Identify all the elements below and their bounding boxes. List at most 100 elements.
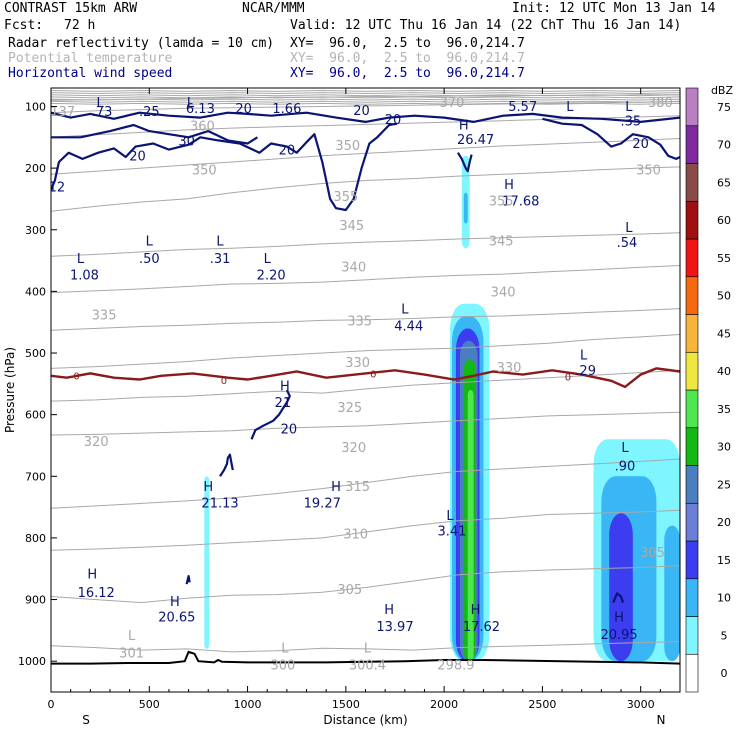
colorbar-level-label: 0 bbox=[721, 667, 728, 680]
colorbar-swatch bbox=[685, 578, 699, 617]
theta-label: 315 bbox=[345, 480, 370, 495]
theta-label: 350 bbox=[636, 164, 661, 179]
x-tick-label: 2000 bbox=[430, 698, 458, 711]
colorbar-level-label: 60 bbox=[717, 214, 731, 227]
wind-label: H bbox=[471, 603, 481, 618]
colorbar-swatch bbox=[685, 465, 699, 504]
wind-label: 17.62 bbox=[463, 620, 500, 635]
freezing-label: 0 bbox=[370, 370, 376, 381]
fcst-value: 72 h bbox=[64, 18, 96, 33]
x-tick-label: 0 bbox=[48, 698, 55, 711]
wind-label: 19.27 bbox=[304, 497, 341, 512]
valid-time: Valid: 12 UTC Thu 16 Jan 14 (22 ChT Thu … bbox=[290, 18, 682, 33]
wind-label: L bbox=[97, 96, 105, 111]
theta-contour-line bbox=[51, 96, 680, 99]
wind-label: .25 bbox=[139, 105, 160, 120]
freezing-level bbox=[51, 367, 680, 389]
field-3-xy: XY= 96.0, 2.5 to 96.0,214.7 bbox=[290, 66, 525, 81]
colorbar-swatch bbox=[685, 163, 699, 202]
colorbar-level-label: 70 bbox=[717, 139, 731, 152]
wind-label: 21 bbox=[275, 396, 292, 411]
wind-label: L bbox=[187, 96, 195, 111]
wind-label: L bbox=[401, 302, 409, 317]
wind-label: 20 bbox=[632, 137, 649, 152]
theta-contour-line bbox=[51, 101, 680, 114]
wind-label: H bbox=[87, 567, 97, 582]
y-tick-label: 300 bbox=[25, 224, 46, 237]
theta-label: 340 bbox=[491, 286, 516, 301]
wind-label: 5.57 bbox=[508, 100, 537, 115]
wind-label: 20 bbox=[235, 102, 252, 117]
theta-contour-line bbox=[51, 411, 680, 436]
theta-label: 330 bbox=[345, 356, 370, 371]
org-name: NCAR/MMM bbox=[242, 1, 305, 16]
y-tick-label: 500 bbox=[25, 347, 46, 360]
field-1-name: Radar reflectivity (lamda = 10 cm) bbox=[8, 36, 275, 51]
theta-contour-line bbox=[51, 166, 680, 212]
theta-contour-line bbox=[51, 565, 680, 604]
colorbar-swatch bbox=[685, 389, 699, 429]
wind-label: L bbox=[625, 221, 633, 236]
theta-contour-line bbox=[51, 100, 680, 103]
x-tick-label: 2500 bbox=[528, 698, 556, 711]
theta-contour-line bbox=[51, 265, 680, 294]
wind-label: H bbox=[384, 603, 394, 618]
colorbar-level-label: 55 bbox=[717, 252, 731, 265]
field-3-name: Horizontal wind speed bbox=[8, 66, 173, 81]
wind-label: L bbox=[216, 235, 224, 250]
wind-label: H bbox=[280, 379, 290, 394]
x-tick-label: 500 bbox=[139, 698, 160, 711]
wind-label: 20 bbox=[129, 150, 146, 165]
theta-label: 355 bbox=[489, 195, 514, 210]
wind-label: .35 bbox=[621, 114, 642, 129]
colorbar-swatch bbox=[685, 314, 699, 353]
colorbar-swatch bbox=[685, 351, 699, 391]
wind-label: 16.12 bbox=[78, 586, 115, 601]
theta-label: 301 bbox=[119, 646, 144, 661]
wind-contours bbox=[51, 111, 680, 604]
theta-label: 355 bbox=[333, 190, 358, 205]
theta-label: 345 bbox=[489, 235, 514, 250]
wind-label: H bbox=[459, 119, 469, 134]
colorbar-unit-label: dBZ bbox=[711, 84, 734, 97]
theta-label: 310 bbox=[343, 527, 368, 542]
y-tick-label: 600 bbox=[25, 409, 46, 422]
freezing-label: 0 bbox=[565, 373, 571, 384]
wind-label: .31 bbox=[210, 252, 231, 267]
theta-label: 305 bbox=[337, 583, 362, 598]
axes: 0 500 1000 1500 2000 2500 30001002003004005006… bbox=[3, 88, 681, 727]
wind-label: 30 bbox=[178, 135, 195, 150]
x-end-left-label: S bbox=[82, 713, 90, 727]
colorbar-level-label: 25 bbox=[717, 478, 731, 491]
wind-label: 1.08 bbox=[70, 268, 99, 283]
theta-contour-line bbox=[51, 369, 680, 402]
theta-label: 300.4 bbox=[349, 659, 386, 674]
wind-contour-line bbox=[542, 117, 680, 160]
colorbar-level-label: 40 bbox=[717, 365, 731, 378]
colorbar-swatch bbox=[685, 200, 699, 240]
wind-label: H bbox=[331, 480, 341, 495]
colorbar-swatch bbox=[685, 276, 699, 315]
init-time: Init: 12 UTC Mon 13 Jan 14 bbox=[512, 1, 716, 16]
y-tick-label: 200 bbox=[25, 162, 46, 175]
reflectivity-cell bbox=[664, 525, 680, 662]
theta-label: 340 bbox=[341, 260, 366, 275]
colorbar-swatch bbox=[685, 427, 699, 466]
wind-label: 13.97 bbox=[376, 620, 413, 635]
wind-label: L bbox=[446, 509, 454, 524]
wind-label: 20 bbox=[279, 143, 296, 158]
theta-label: 325 bbox=[337, 401, 362, 416]
colorbar-swatch bbox=[685, 616, 699, 655]
theta-contour-line bbox=[51, 509, 680, 551]
wind-label: H bbox=[203, 480, 213, 495]
colorbar-swatch bbox=[685, 87, 699, 127]
field-2-name: Potential temperature bbox=[8, 51, 173, 66]
colorbar-swatch bbox=[685, 540, 699, 580]
colorbar-swatch bbox=[685, 238, 699, 278]
colorbar-level-label: 15 bbox=[717, 554, 731, 567]
theta-label: 320 bbox=[341, 441, 366, 456]
colorbar-swatch bbox=[685, 653, 699, 693]
colorbar-level-label: 30 bbox=[717, 441, 731, 454]
theta-contour-line bbox=[51, 89, 680, 92]
wind-label: 6.13 bbox=[186, 102, 215, 117]
